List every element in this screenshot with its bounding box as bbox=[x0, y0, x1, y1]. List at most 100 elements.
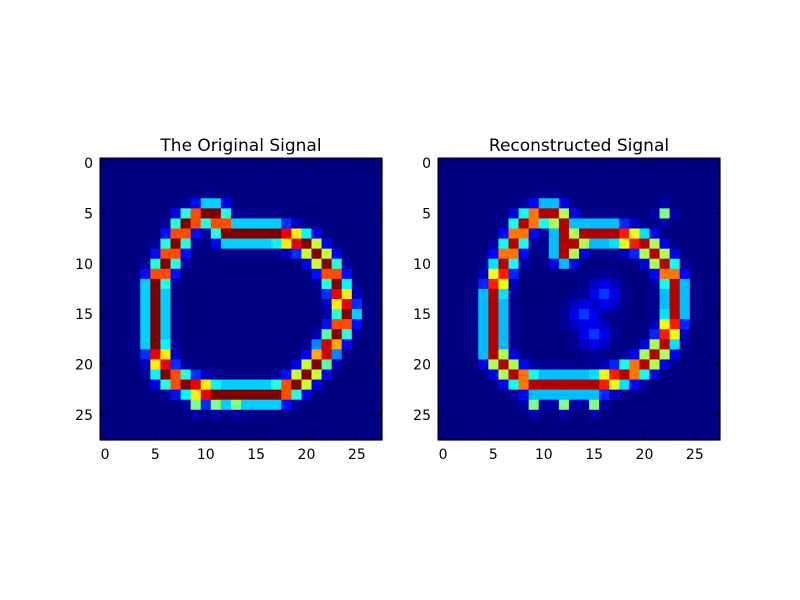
heatmap-cell bbox=[679, 409, 691, 421]
heatmap-cell bbox=[140, 158, 151, 169]
heatmap-cell bbox=[619, 268, 630, 280]
heatmap-cell bbox=[498, 218, 510, 230]
heatmap-cell bbox=[180, 278, 192, 290]
heatmap-cell bbox=[558, 299, 570, 310]
heatmap-cell bbox=[100, 198, 111, 209]
heatmap-cell bbox=[609, 319, 620, 330]
heatmap-cell bbox=[518, 278, 530, 290]
heatmap-cell bbox=[619, 228, 630, 240]
heatmap-cell bbox=[649, 188, 661, 199]
heatmap-cell bbox=[558, 319, 570, 330]
heatmap-cell bbox=[699, 158, 711, 169]
heatmap-cell bbox=[110, 198, 121, 209]
heatmap-cell bbox=[619, 278, 630, 290]
heatmap-cell bbox=[669, 158, 681, 169]
heatmap-cell bbox=[100, 419, 111, 431]
heatmap-cell bbox=[291, 329, 303, 340]
heatmap-cell bbox=[579, 319, 590, 330]
heatmap-cell bbox=[619, 178, 630, 189]
heatmap-cell bbox=[210, 299, 222, 310]
heatmap-cell bbox=[251, 369, 262, 381]
heatmap-cell bbox=[291, 198, 303, 209]
heatmap-cell bbox=[659, 399, 671, 411]
heatmap-cell bbox=[261, 208, 272, 220]
heatmap-cell bbox=[281, 369, 292, 381]
heatmap-cell bbox=[528, 268, 540, 280]
heatmap-cell bbox=[160, 208, 172, 220]
heatmap-cell bbox=[120, 288, 131, 300]
heatmap-cell bbox=[371, 359, 383, 371]
heatmap-cell bbox=[331, 188, 343, 199]
heatmap-cell bbox=[271, 168, 282, 179]
heatmap-cell bbox=[170, 389, 182, 401]
heatmap-cell bbox=[120, 158, 131, 169]
heatmap-cell bbox=[180, 258, 192, 270]
heatmap-cell bbox=[140, 409, 151, 421]
heatmap-cell bbox=[180, 349, 192, 361]
heatmap-cell bbox=[629, 268, 641, 280]
heatmap-cell bbox=[271, 389, 282, 401]
heatmap-cell bbox=[538, 198, 550, 209]
heatmap-cell bbox=[271, 208, 282, 220]
heatmap-cell bbox=[361, 168, 373, 179]
heatmap-cell bbox=[271, 379, 282, 391]
heatmap-cell bbox=[468, 198, 479, 209]
heatmap-cell bbox=[341, 369, 353, 381]
heatmap-cell bbox=[498, 168, 510, 179]
heatmap-cell bbox=[669, 228, 681, 240]
heatmap-cell bbox=[448, 329, 459, 340]
heatmap-cell bbox=[609, 278, 620, 290]
heatmap-cell bbox=[558, 158, 570, 169]
heatmap-cell bbox=[528, 389, 540, 401]
heatmap-cell bbox=[100, 218, 111, 230]
heatmap-cell bbox=[241, 369, 252, 381]
heatmap-cell bbox=[589, 299, 600, 310]
heatmap-cell bbox=[699, 208, 711, 220]
heatmap-cell bbox=[448, 168, 459, 179]
heatmap-cell bbox=[371, 369, 383, 381]
heatmap-cell bbox=[140, 359, 151, 371]
heatmap-cell bbox=[291, 299, 303, 310]
heatmap-cell bbox=[679, 419, 691, 431]
heatmap-cell bbox=[679, 168, 691, 179]
heatmap-cell bbox=[669, 369, 681, 381]
heatmap-cell bbox=[130, 228, 141, 240]
heatmap-cell bbox=[609, 258, 620, 270]
heatmap-cell bbox=[478, 429, 489, 441]
heatmap-cell bbox=[210, 389, 222, 401]
heatmap-cell bbox=[241, 299, 252, 310]
heatmap-cell bbox=[241, 309, 252, 320]
x-tick-label: 0 bbox=[101, 447, 110, 463]
heatmap-cell bbox=[468, 168, 479, 179]
heatmap-cell bbox=[488, 268, 500, 280]
heatmap-cell bbox=[538, 188, 550, 199]
heatmap-cell bbox=[220, 359, 232, 371]
heatmap-cell bbox=[291, 339, 303, 350]
heatmap-cell bbox=[468, 399, 479, 411]
heatmap-cell bbox=[230, 419, 242, 431]
heatmap-cell bbox=[331, 248, 343, 260]
heatmap-cell bbox=[371, 399, 383, 411]
heatmap-cell bbox=[371, 208, 383, 220]
heatmap-cell bbox=[251, 158, 262, 169]
heatmap-cell bbox=[478, 419, 489, 431]
heatmap-cell bbox=[170, 158, 182, 169]
heatmap-cell bbox=[311, 258, 323, 270]
heatmap-cell bbox=[699, 389, 711, 401]
heatmap-cell bbox=[241, 158, 252, 169]
heatmap-cell bbox=[568, 349, 580, 361]
heatmap-cell bbox=[351, 399, 363, 411]
heatmap-cell bbox=[679, 288, 691, 300]
heatmap-cell bbox=[371, 188, 383, 199]
heatmap-cell bbox=[160, 248, 172, 260]
heatmap-cell bbox=[548, 268, 560, 280]
heatmap-cell bbox=[689, 329, 701, 340]
heatmap-cell bbox=[301, 288, 313, 300]
heatmap-cell bbox=[251, 168, 262, 179]
heatmap-cell bbox=[709, 208, 721, 220]
heatmap-cell bbox=[689, 168, 701, 179]
heatmap-cell bbox=[210, 309, 222, 320]
heatmap-cell bbox=[568, 278, 580, 290]
heatmap-cell bbox=[468, 258, 479, 270]
heatmap-cell bbox=[458, 389, 469, 401]
